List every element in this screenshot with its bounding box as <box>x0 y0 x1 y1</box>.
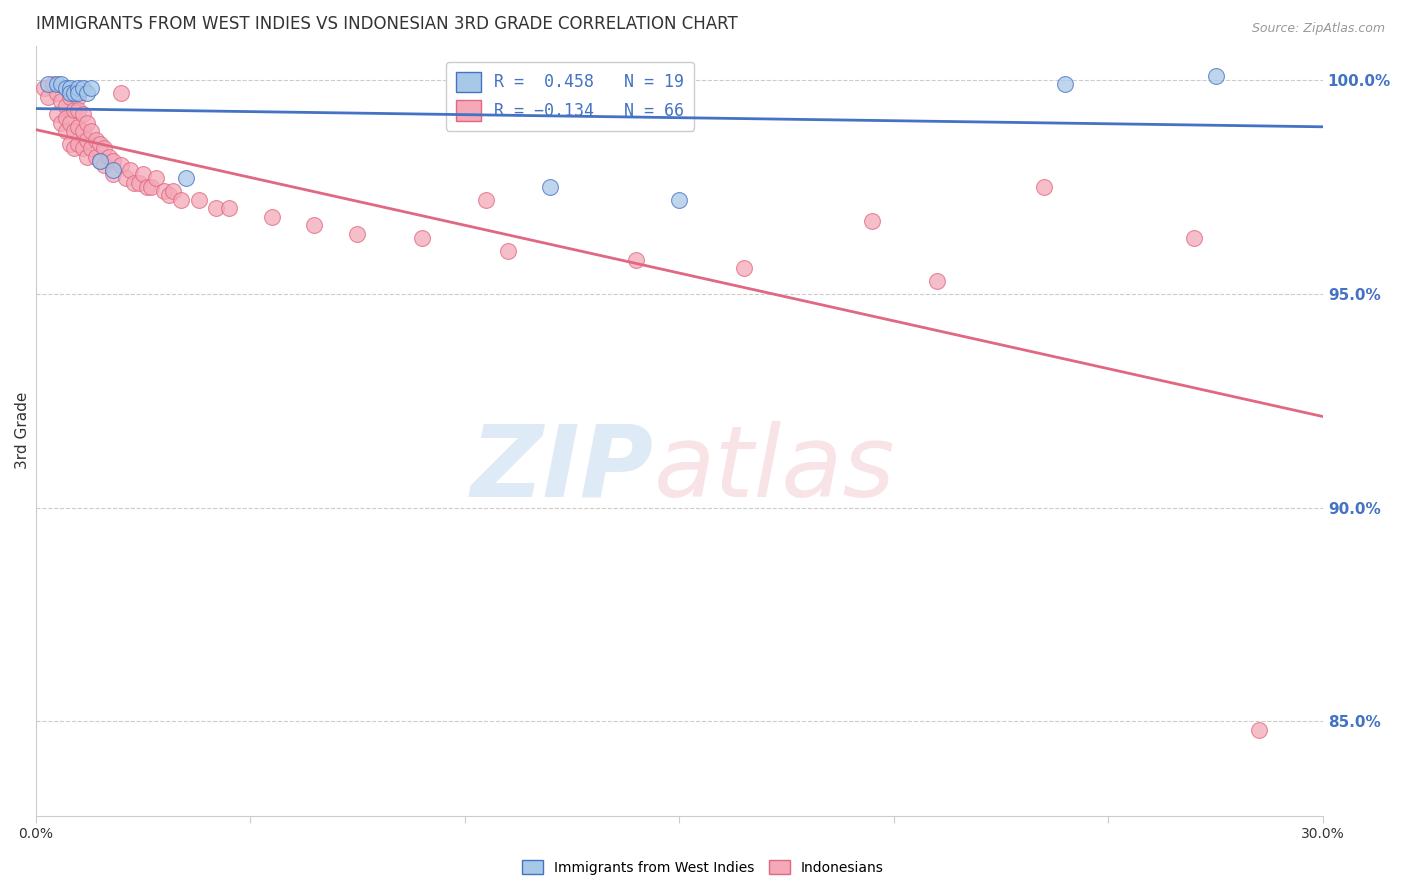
Point <box>93 141 115 155</box>
Point <box>72 124 94 138</box>
Point <box>59 116 82 130</box>
Point <box>63 141 86 155</box>
Point <box>76 86 98 100</box>
Point <box>37 90 59 104</box>
Point <box>218 201 240 215</box>
Point <box>59 136 82 151</box>
Point <box>63 86 86 100</box>
Point <box>72 141 94 155</box>
Point <box>101 167 124 181</box>
Point <box>51 95 73 109</box>
Point <box>260 210 283 224</box>
Text: ZIP: ZIP <box>471 421 654 517</box>
Point <box>51 116 73 130</box>
Point <box>89 136 111 151</box>
Point <box>170 193 193 207</box>
Point <box>1205 69 1227 83</box>
Point <box>55 98 77 112</box>
Point <box>67 120 90 134</box>
Point <box>55 81 77 95</box>
Point <box>118 162 141 177</box>
Point <box>346 227 368 241</box>
Legend: R =  0.458   N = 19, R = −0.134   N = 66: R = 0.458 N = 19, R = −0.134 N = 66 <box>446 62 695 131</box>
Point <box>76 133 98 147</box>
Point <box>51 77 73 91</box>
Point <box>101 154 124 169</box>
Point <box>67 81 90 95</box>
Point <box>1054 77 1077 91</box>
Point <box>32 81 55 95</box>
Point <box>187 193 209 207</box>
Point <box>860 214 883 228</box>
Point <box>72 107 94 121</box>
Point <box>925 274 948 288</box>
Point <box>153 184 176 198</box>
Point <box>122 176 145 190</box>
Y-axis label: 3rd Grade: 3rd Grade <box>15 392 30 469</box>
Point <box>55 112 77 126</box>
Point <box>67 136 90 151</box>
Point <box>41 77 63 91</box>
Point <box>67 103 90 117</box>
Point <box>67 86 90 100</box>
Point <box>136 179 159 194</box>
Point <box>46 107 69 121</box>
Point <box>114 171 136 186</box>
Point <box>540 179 562 194</box>
Point <box>80 124 103 138</box>
Point <box>63 124 86 138</box>
Point <box>97 150 120 164</box>
Text: Source: ZipAtlas.com: Source: ZipAtlas.com <box>1251 22 1385 36</box>
Point <box>145 171 167 186</box>
Point <box>80 81 103 95</box>
Text: IMMIGRANTS FROM WEST INDIES VS INDONESIAN 3RD GRADE CORRELATION CHART: IMMIGRANTS FROM WEST INDIES VS INDONESIA… <box>35 15 737 33</box>
Point <box>128 176 150 190</box>
Point <box>67 90 90 104</box>
Point <box>1033 179 1056 194</box>
Point <box>733 261 755 276</box>
Legend: Immigrants from West Indies, Indonesians: Immigrants from West Indies, Indonesians <box>517 855 889 880</box>
Point <box>76 116 98 130</box>
Point <box>475 193 498 207</box>
Point <box>46 77 69 91</box>
Point <box>84 150 107 164</box>
Point <box>93 158 115 172</box>
Point <box>174 171 197 186</box>
Point <box>1247 723 1270 737</box>
Point <box>204 201 226 215</box>
Point <box>1182 231 1205 245</box>
Text: atlas: atlas <box>654 421 896 517</box>
Point <box>37 77 59 91</box>
Point <box>59 90 82 104</box>
Point <box>496 244 519 258</box>
Point <box>84 133 107 147</box>
Point <box>76 150 98 164</box>
Point <box>157 188 180 202</box>
Point <box>89 154 111 169</box>
Point <box>132 167 155 181</box>
Point <box>89 154 111 169</box>
Point <box>55 124 77 138</box>
Point <box>80 141 103 155</box>
Point <box>668 193 690 207</box>
Point <box>110 86 132 100</box>
Point <box>141 179 163 194</box>
Point <box>59 86 82 100</box>
Point <box>101 162 124 177</box>
Point <box>162 184 184 198</box>
Point <box>110 158 132 172</box>
Point <box>59 81 82 95</box>
Point <box>304 219 326 233</box>
Point <box>626 252 648 267</box>
Point <box>46 86 69 100</box>
Point <box>72 81 94 95</box>
Point <box>411 231 433 245</box>
Point <box>63 103 86 117</box>
